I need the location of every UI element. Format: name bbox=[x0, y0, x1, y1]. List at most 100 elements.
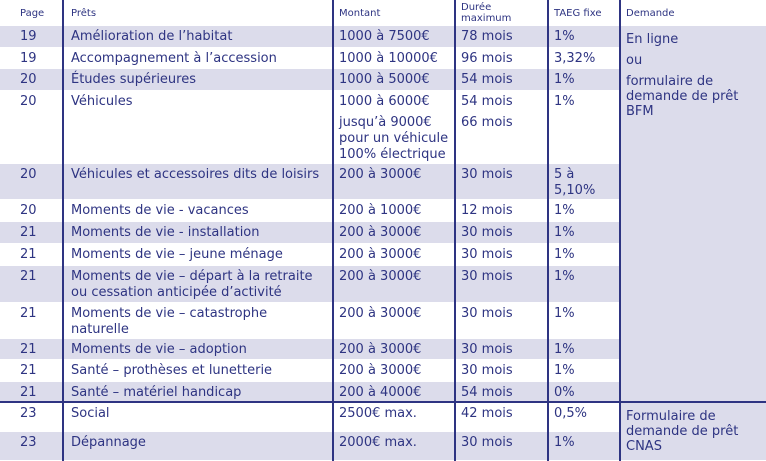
loan-cell: Dépannage bbox=[62, 431, 333, 461]
montant-line: 200 à 3000€ bbox=[339, 305, 422, 321]
montant-cell: 2000€ max. bbox=[332, 431, 455, 461]
duree-line: 30 mois bbox=[461, 341, 513, 357]
page-cell: 21 bbox=[0, 302, 63, 339]
montant-cell: 200 à 4000€ bbox=[332, 381, 455, 403]
duree-line: 78 mois bbox=[461, 29, 513, 44]
column-header: Demande bbox=[619, 0, 766, 26]
duree-line: 12 mois bbox=[461, 202, 513, 218]
header-row: Page Prêts Montant Durée maximum TAEG fixe De… bbox=[0, 0, 766, 26]
duree-cell: 78 mois bbox=[454, 26, 548, 48]
duree-cell: 30 mois bbox=[454, 221, 548, 244]
table-row: 20 Moments de vie - vacances 200 à 1000€ 12… bbox=[0, 199, 766, 222]
table-body: 19 Amélioration de l’habitat 1000 à 7500€ 7… bbox=[0, 26, 766, 461]
page-cell: 21 bbox=[0, 338, 63, 360]
request-line: ou bbox=[626, 53, 643, 68]
loan-cell: Véhicules et accessoires dits de loisirs bbox=[62, 163, 333, 200]
duree-cell: 30 mois bbox=[454, 163, 548, 200]
montant-line: 200 à 3000€ bbox=[339, 246, 422, 262]
taeg-cell: 1% bbox=[547, 265, 620, 303]
page-cell: 20 bbox=[0, 68, 63, 91]
montant-cell: 200 à 3000€ bbox=[332, 163, 455, 200]
montant-cell: 200 à 3000€ bbox=[332, 243, 455, 266]
duree-line: 66 mois bbox=[461, 114, 513, 130]
duree-line: 30 mois bbox=[461, 268, 513, 284]
montant-line: jusqu’à 9000€ pour un véhicule 100% élec… bbox=[339, 114, 449, 162]
loan-cell: Moments de vie - vacances bbox=[62, 199, 333, 222]
montant-line: 200 à 1000€ bbox=[339, 202, 422, 218]
loan-cell: Moments de vie – catastrophe naturelle bbox=[62, 302, 333, 339]
loan-cell: Santé – prothèses et lunetterie bbox=[62, 359, 333, 382]
loan-cell: Moments de vie – jeune ménage bbox=[62, 243, 333, 266]
montant-cell: 200 à 3000€ bbox=[332, 338, 455, 360]
duree-cell: 30 mois bbox=[454, 243, 548, 266]
table-row: 23 Social 2500€ max. 42 mois 0,5% Formulaire … bbox=[0, 400, 766, 461]
request-line: Formulaire de demande de prêt CNAS bbox=[626, 409, 739, 454]
duree-cell: 54 mois bbox=[454, 381, 548, 403]
table-row: 20 Études supérieures 1000 à 5000€ 54 mois 1… bbox=[0, 68, 766, 91]
request-line: En ligne bbox=[626, 32, 679, 47]
duree-line: 54 mois bbox=[461, 93, 513, 109]
montant-cell: 200 à 3000€ bbox=[332, 221, 455, 244]
loan-cell: Accompagnement à l’accession bbox=[62, 47, 333, 69]
montant-line: 200 à 3000€ bbox=[339, 224, 422, 240]
duree-line: 96 mois bbox=[461, 50, 513, 66]
montant-cell: 1000 à 10000€ bbox=[332, 47, 455, 69]
montant-line: 200 à 3000€ bbox=[339, 268, 422, 284]
table-row: 21 Moments de vie – jeune ménage 200 à 300… bbox=[0, 243, 766, 266]
duree-line: 30 mois bbox=[461, 305, 513, 321]
duree-cell: 30 mois bbox=[454, 265, 548, 303]
duree-line: 42 mois bbox=[461, 406, 513, 421]
table-row: 19 Accompagnement à l’accession 1000 à 100… bbox=[0, 47, 766, 69]
table-row: 21 Moments de vie – départ à la retraite … bbox=[0, 265, 766, 303]
loan-cell: Social bbox=[62, 400, 333, 432]
loan-cell: Moments de vie – adoption bbox=[62, 338, 333, 360]
taeg-cell: 1% bbox=[547, 302, 620, 339]
loan-cell: Moments de vie - installation bbox=[62, 221, 333, 244]
duree-cell: 30 mois bbox=[454, 431, 548, 461]
taeg-cell: 0,5% bbox=[547, 400, 620, 432]
taeg-cell: 5 à 5,10% bbox=[547, 163, 620, 200]
duree-cell: 12 mois bbox=[454, 199, 548, 222]
taeg-cell: 1% bbox=[547, 90, 620, 164]
duree-cell: 42 mois bbox=[454, 400, 548, 432]
montant-cell: 1000 à 6000€ jusqu’à 9000€ pour un véhicu… bbox=[332, 90, 455, 164]
taeg-cell: 1% bbox=[547, 338, 620, 360]
page-cell: 20 bbox=[0, 90, 63, 164]
duree-cell: 30 mois bbox=[454, 338, 548, 360]
duree-line: 30 mois bbox=[461, 434, 513, 450]
duree-cell: 30 mois bbox=[454, 302, 548, 339]
table-row: 21 Santé – matériel handicap 200 à 4000€ 54… bbox=[0, 381, 766, 403]
column-header: TAEG fixe bbox=[547, 0, 620, 26]
table-row: 21 Santé – prothèses et lunetterie 200 à 3… bbox=[0, 359, 766, 382]
montant-line: 200 à 3000€ bbox=[339, 341, 422, 357]
page-cell: 20 bbox=[0, 163, 63, 200]
montant-line: 1000 à 10000€ bbox=[339, 50, 438, 66]
taeg-cell: 0% bbox=[547, 381, 620, 403]
duree-cell: 30 mois bbox=[454, 359, 548, 382]
column-header: Prêts bbox=[62, 0, 333, 26]
page-cell: 21 bbox=[0, 359, 63, 382]
taeg-cell: 1% bbox=[547, 221, 620, 244]
duree-line: 54 mois bbox=[461, 384, 513, 400]
request-cell: Formulaire de demande de prêt CNAS bbox=[619, 401, 766, 461]
duree-line: 54 mois bbox=[461, 71, 513, 87]
taeg-cell: 3,32% bbox=[547, 47, 620, 69]
taeg-cell: 1% bbox=[547, 26, 620, 48]
taeg-cell: 1% bbox=[547, 199, 620, 222]
table-row: 19 Amélioration de l’habitat 1000 à 7500€ 7… bbox=[0, 26, 766, 403]
taeg-cell: 1% bbox=[547, 431, 620, 461]
montant-line: 200 à 3000€ bbox=[339, 362, 422, 378]
montant-cell: 1000 à 7500€ bbox=[332, 26, 455, 48]
montant-cell: 200 à 3000€ bbox=[332, 359, 455, 382]
montant-line: 2500€ max. bbox=[339, 406, 417, 421]
page-cell: 20 bbox=[0, 199, 63, 222]
montant-cell: 1000 à 5000€ bbox=[332, 68, 455, 91]
loan-cell: Moments de vie – départ à la retraite ou… bbox=[62, 265, 333, 303]
taeg-cell: 1% bbox=[547, 243, 620, 266]
montant-line: 1000 à 7500€ bbox=[339, 29, 430, 44]
table-row: 21 Moments de vie – catastrophe naturelle… bbox=[0, 302, 766, 339]
page-cell: 23 bbox=[0, 431, 63, 461]
duree-line: 30 mois bbox=[461, 224, 513, 240]
request-line: formulaire de demande de prêt BFM bbox=[626, 74, 739, 119]
